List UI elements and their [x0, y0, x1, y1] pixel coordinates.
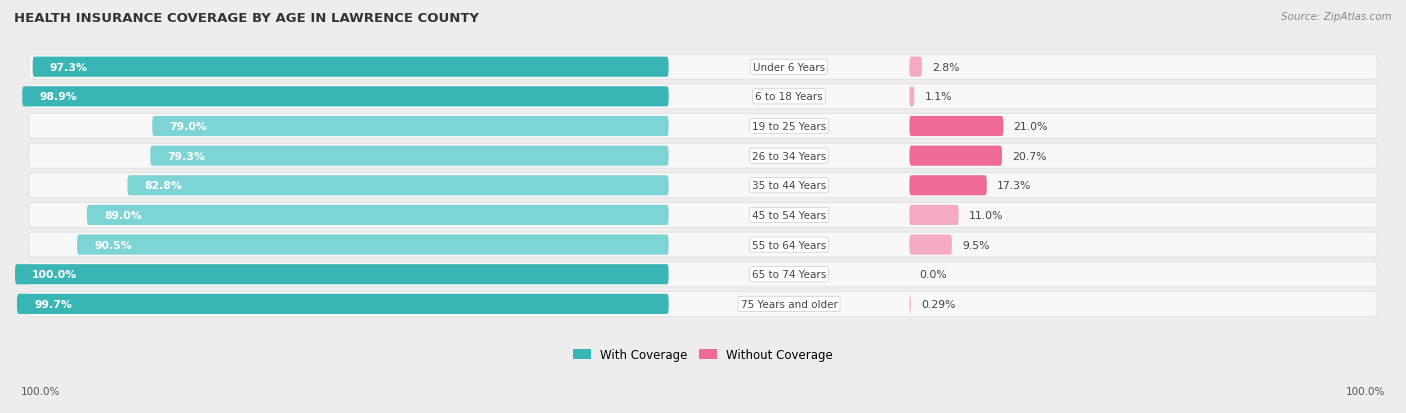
Text: 9.5%: 9.5% [962, 240, 990, 250]
Text: 21.0%: 21.0% [1014, 122, 1047, 132]
Text: 26 to 34 Years: 26 to 34 Years [752, 151, 827, 161]
FancyBboxPatch shape [908, 294, 911, 314]
FancyBboxPatch shape [910, 57, 922, 78]
FancyBboxPatch shape [17, 294, 669, 314]
FancyBboxPatch shape [77, 235, 669, 255]
FancyBboxPatch shape [910, 235, 952, 255]
Text: 0.29%: 0.29% [921, 299, 956, 309]
Text: 55 to 64 Years: 55 to 64 Years [752, 240, 827, 250]
FancyBboxPatch shape [910, 205, 959, 225]
Legend: With Coverage, Without Coverage: With Coverage, Without Coverage [568, 344, 838, 366]
FancyBboxPatch shape [28, 114, 1378, 139]
FancyBboxPatch shape [28, 173, 1378, 198]
Text: 20.7%: 20.7% [1012, 151, 1047, 161]
FancyBboxPatch shape [28, 262, 1378, 287]
Text: 99.7%: 99.7% [34, 299, 72, 309]
Text: HEALTH INSURANCE COVERAGE BY AGE IN LAWRENCE COUNTY: HEALTH INSURANCE COVERAGE BY AGE IN LAWR… [14, 12, 479, 25]
Text: 17.3%: 17.3% [997, 181, 1032, 191]
Text: 75 Years and older: 75 Years and older [741, 299, 838, 309]
Text: 100.0%: 100.0% [32, 270, 77, 280]
FancyBboxPatch shape [128, 176, 669, 196]
FancyBboxPatch shape [32, 57, 669, 78]
Text: 2.8%: 2.8% [932, 62, 960, 73]
FancyBboxPatch shape [910, 116, 1004, 137]
FancyBboxPatch shape [910, 146, 1002, 166]
Text: 19 to 25 Years: 19 to 25 Years [752, 122, 827, 132]
FancyBboxPatch shape [910, 176, 987, 196]
Text: 100.0%: 100.0% [1346, 387, 1385, 396]
FancyBboxPatch shape [150, 146, 669, 166]
Text: 0.0%: 0.0% [920, 270, 948, 280]
FancyBboxPatch shape [28, 292, 1378, 317]
Text: 89.0%: 89.0% [104, 211, 142, 221]
Text: Source: ZipAtlas.com: Source: ZipAtlas.com [1281, 12, 1392, 22]
Text: 79.3%: 79.3% [167, 151, 205, 161]
FancyBboxPatch shape [910, 87, 914, 107]
Text: 11.0%: 11.0% [969, 211, 1004, 221]
FancyBboxPatch shape [28, 233, 1378, 257]
Text: Under 6 Years: Under 6 Years [754, 62, 825, 73]
FancyBboxPatch shape [152, 116, 669, 137]
FancyBboxPatch shape [28, 55, 1378, 80]
Text: 98.9%: 98.9% [39, 92, 77, 102]
Text: 65 to 74 Years: 65 to 74 Years [752, 270, 827, 280]
FancyBboxPatch shape [28, 203, 1378, 228]
Text: 90.5%: 90.5% [94, 240, 132, 250]
FancyBboxPatch shape [28, 85, 1378, 109]
Text: 6 to 18 Years: 6 to 18 Years [755, 92, 823, 102]
FancyBboxPatch shape [87, 205, 669, 225]
FancyBboxPatch shape [15, 264, 669, 285]
Text: 100.0%: 100.0% [21, 387, 60, 396]
Text: 82.8%: 82.8% [145, 181, 183, 191]
Text: 35 to 44 Years: 35 to 44 Years [752, 181, 827, 191]
FancyBboxPatch shape [22, 87, 669, 107]
FancyBboxPatch shape [28, 144, 1378, 169]
Text: 45 to 54 Years: 45 to 54 Years [752, 211, 827, 221]
Text: 79.0%: 79.0% [170, 122, 207, 132]
Text: 97.3%: 97.3% [49, 62, 87, 73]
Text: 1.1%: 1.1% [925, 92, 952, 102]
